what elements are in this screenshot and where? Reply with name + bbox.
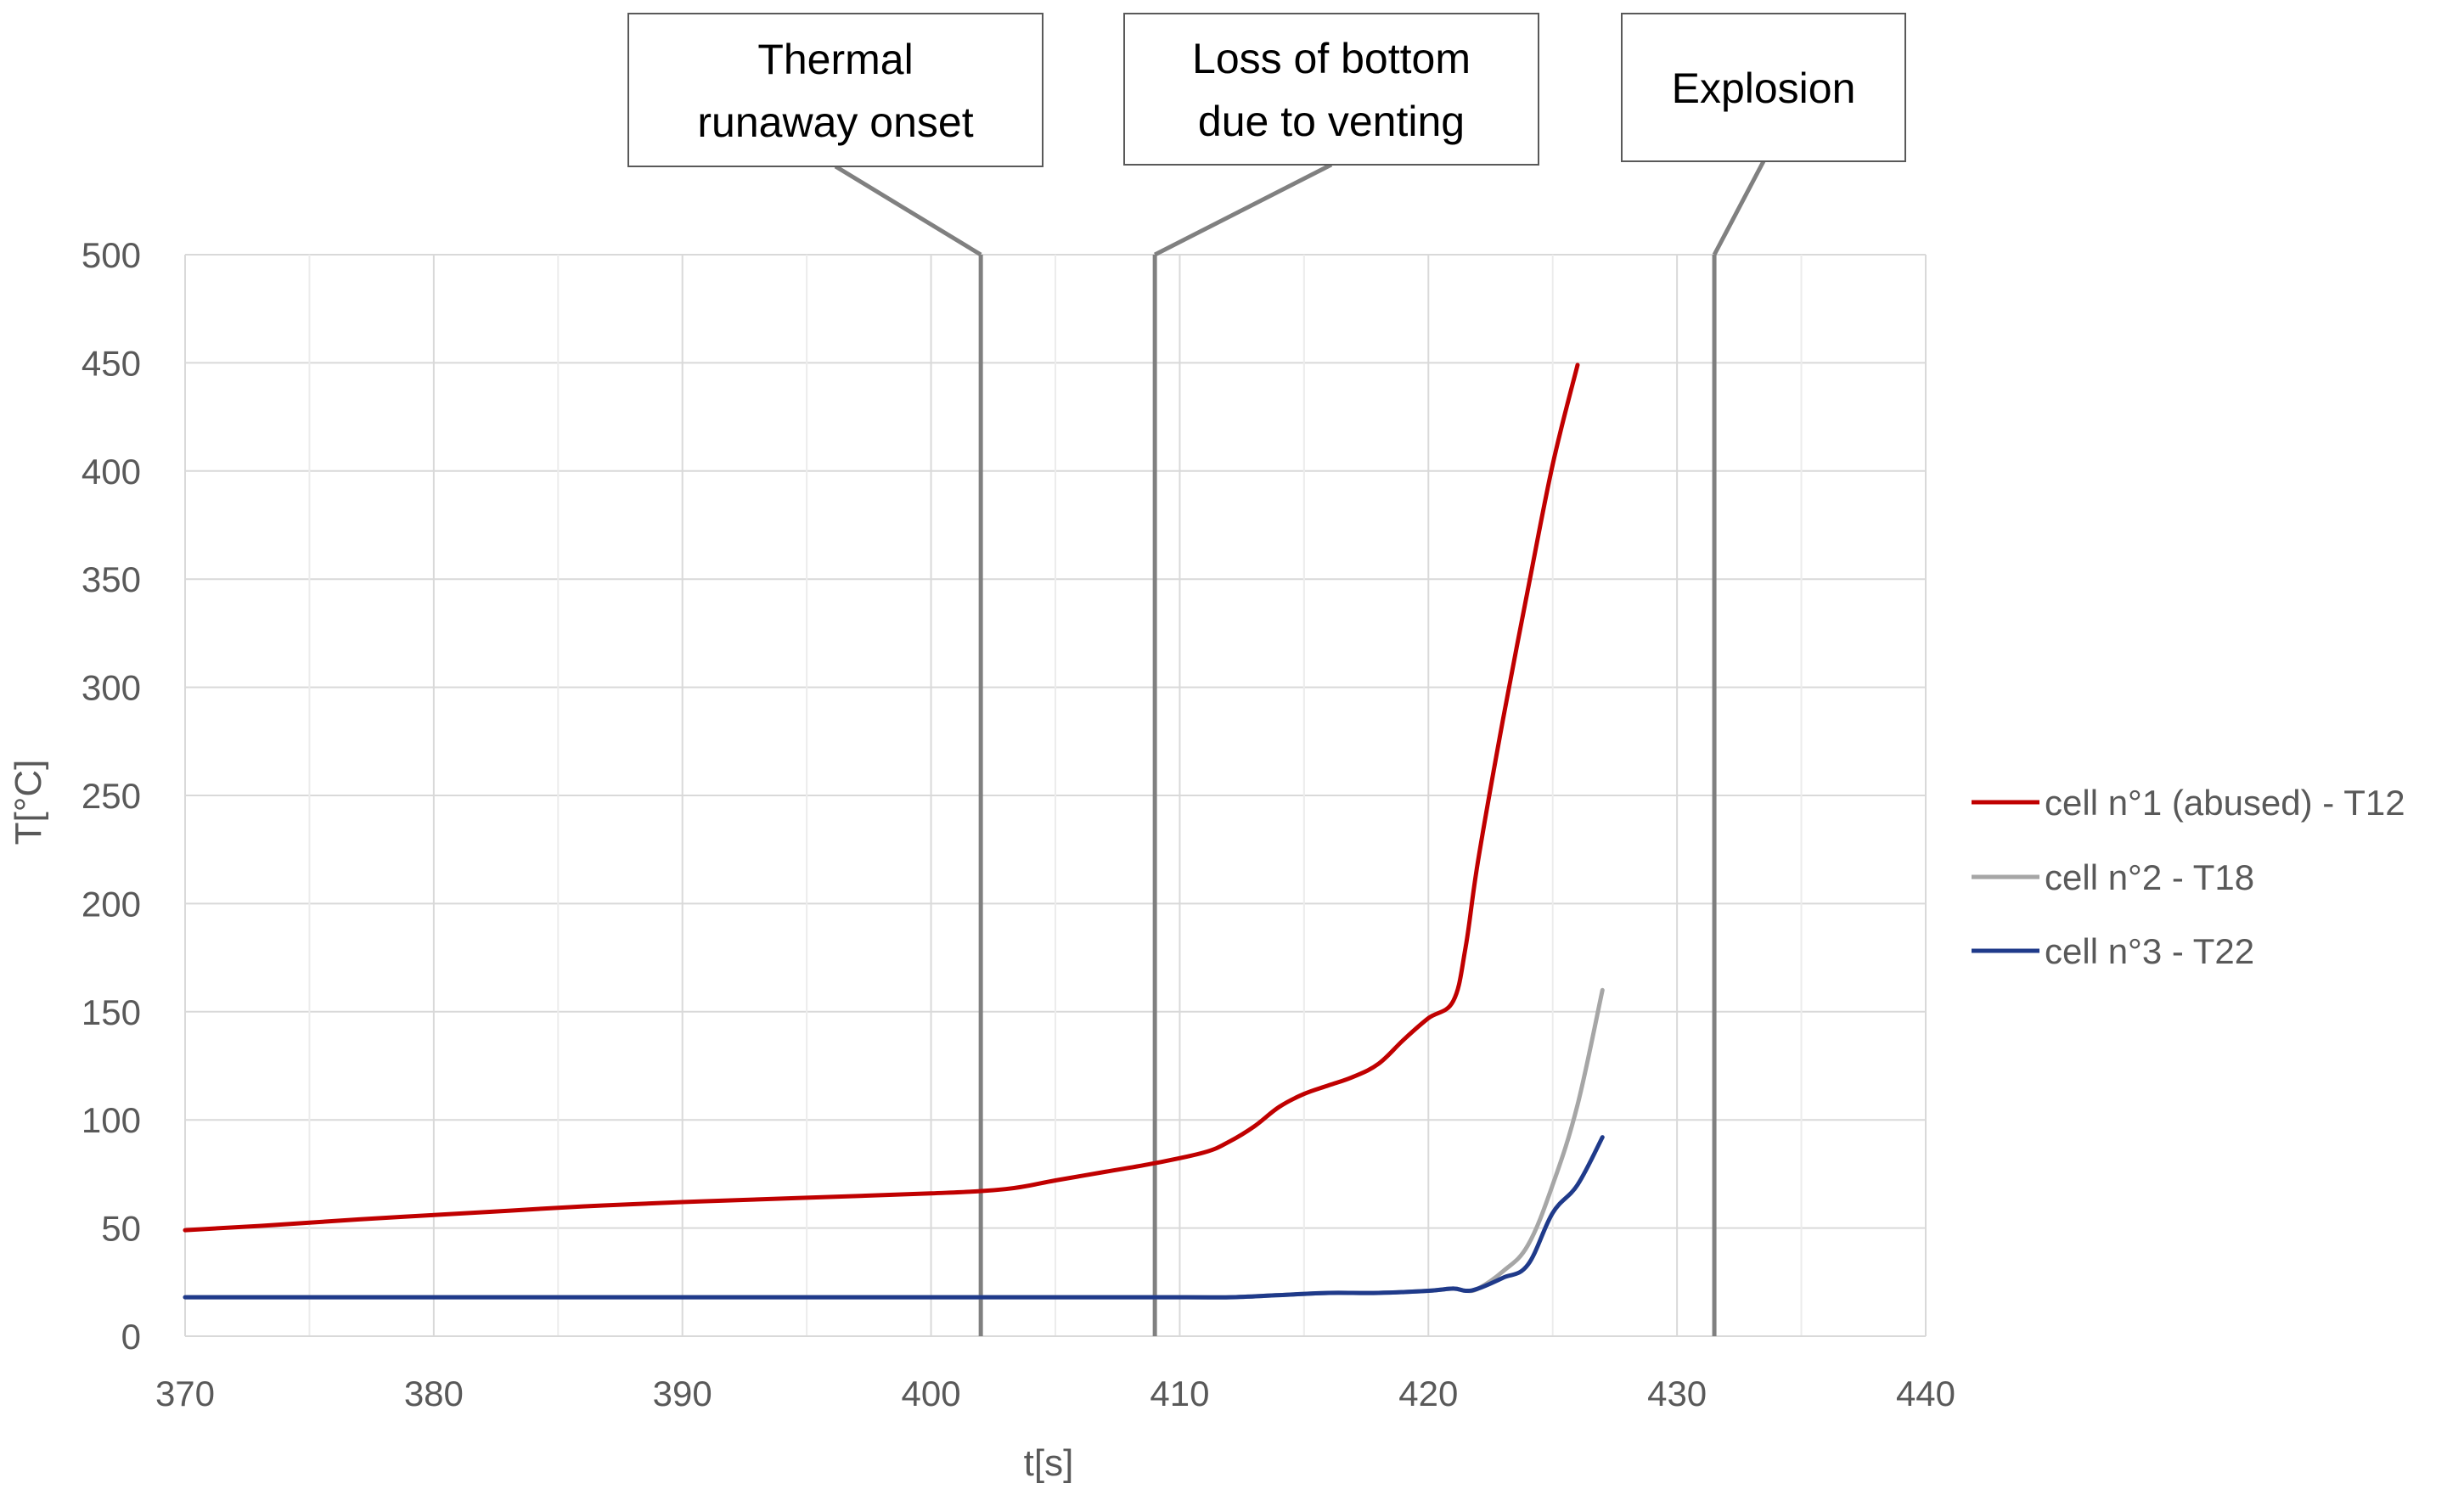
y-axis-tick-labels: 0 50 100 150 200 250 300 350 400 450 500 [82,235,141,1357]
x-tick-label: 440 [1896,1374,1955,1413]
x-tick-label: 400 [902,1374,961,1413]
y-axis-title: T[°C] [8,760,49,846]
callout-box [1621,13,1906,162]
series-line [183,987,1605,1300]
callout-text: Loss of bottom [1192,35,1471,82]
y-tick-label: 0 [121,1317,141,1357]
y-tick-label: 150 [82,992,141,1032]
y-tick-label: 500 [82,235,141,275]
callout-connector [1154,162,1333,257]
event-callouts: Thermal runaway onset Loss of bottom due to… [627,13,1906,257]
y-tick-label: 250 [82,776,141,816]
legend-label: cell n°3 - T22 [2045,931,2254,971]
callout-text: runaway onset [697,98,973,146]
x-tick-label: 410 [1150,1374,1209,1413]
y-tick-label: 450 [82,343,141,383]
event-markers [978,255,1717,1336]
callout-box [1123,13,1539,166]
legend-label: cell n°2 - T18 [2045,857,2254,897]
legend: cell n°1 (abused) - T12 cell n°2 - T18 cel… [1972,783,2405,971]
callout-box [627,13,1044,167]
x-axis-title: t[s] [1024,1442,1074,1484]
x-tick-label: 370 [155,1374,215,1413]
grid [184,254,1927,1337]
series-line [183,362,1580,1233]
y-tick-label: 50 [101,1209,141,1249]
y-tick-label: 200 [82,884,141,924]
series-line [183,1135,1605,1300]
callout-text: Thermal [757,36,913,83]
x-tick-label: 390 [653,1374,712,1413]
y-tick-label: 300 [82,668,141,708]
x-tick-label: 430 [1647,1374,1707,1413]
callout-text: Explosion [1672,65,1856,112]
callout-connector [1712,160,1766,256]
series-lines [183,362,1605,1300]
x-tick-label: 380 [404,1374,464,1413]
y-tick-label: 350 [82,559,141,599]
callout-text: due to venting [1198,98,1465,145]
x-tick-label: 420 [1398,1374,1458,1413]
callout-connector [834,164,982,257]
y-tick-label: 400 [82,452,141,492]
legend-label: cell n°1 (abused) - T12 [2045,783,2405,823]
y-tick-label: 100 [82,1100,141,1140]
x-axis-tick-labels: 370 380 390 400 410 420 430 440 [155,1374,1955,1413]
